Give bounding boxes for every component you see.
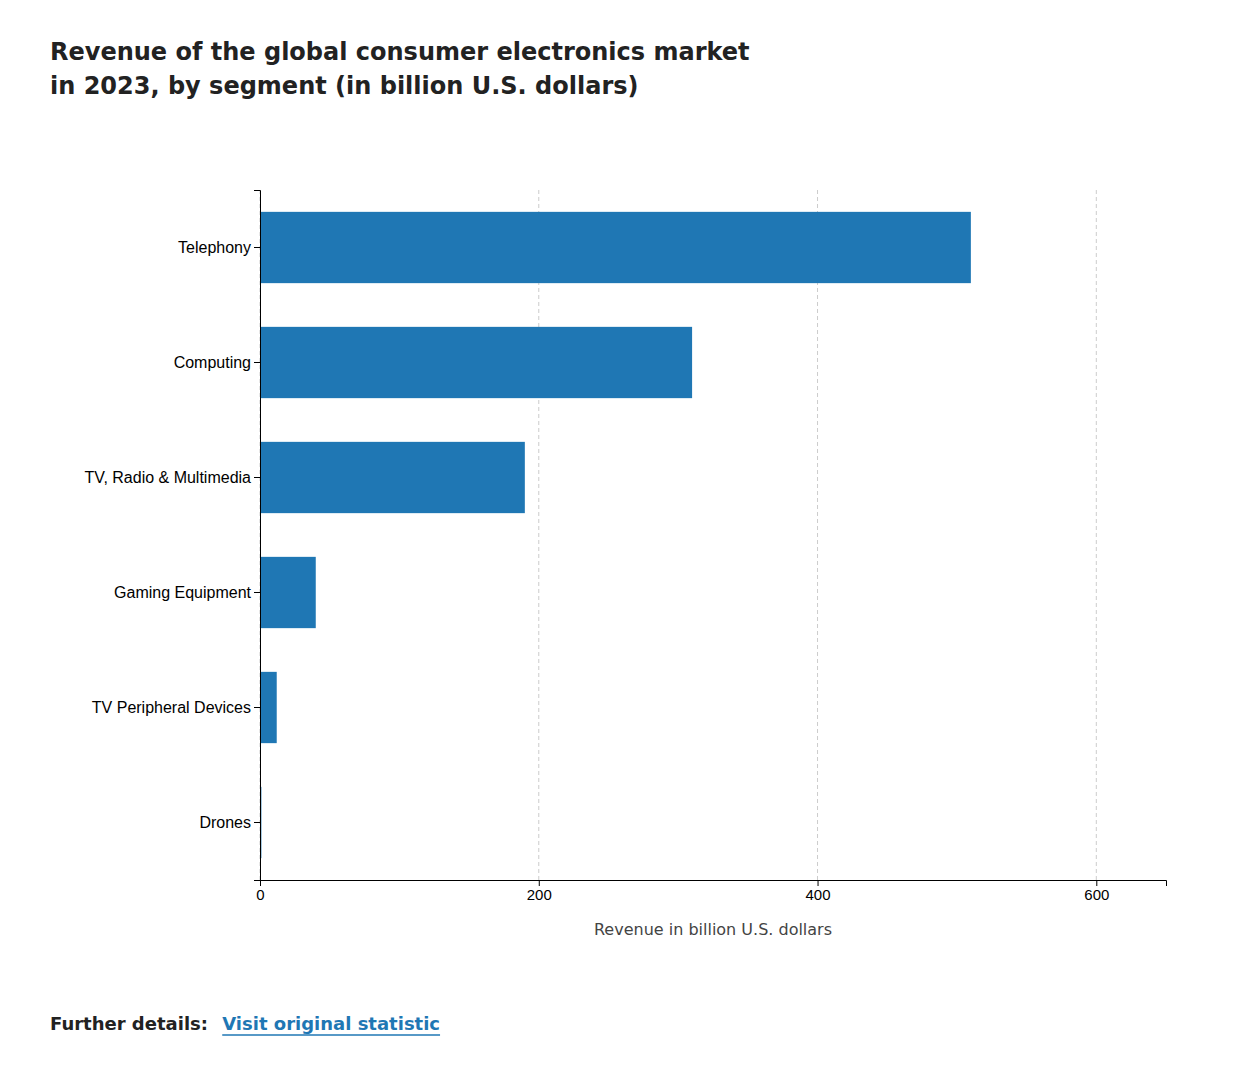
x-tick: 0 bbox=[256, 880, 264, 903]
y-tick-mark bbox=[254, 592, 260, 593]
y-tick-label: TV, Radio & Multimedia bbox=[84, 469, 251, 486]
grid bbox=[260, 190, 1096, 880]
y-tick-mark bbox=[254, 707, 260, 708]
bars bbox=[260, 212, 971, 858]
y-tick-mark bbox=[254, 822, 260, 823]
x-axis-title: Revenue in billion U.S. dollars bbox=[594, 920, 832, 939]
y-tick-label: Computing bbox=[174, 354, 251, 371]
y-axis-line bbox=[254, 191, 261, 881]
grid-line bbox=[538, 190, 539, 880]
footer-link: Visit original statistic bbox=[222, 1013, 440, 1034]
x-tick-label: 200 bbox=[527, 886, 552, 903]
x-tick-label: 0 bbox=[256, 886, 264, 903]
x-tick: 600 bbox=[1084, 880, 1109, 903]
y-axis: Telephony Computing TV, Radio & Multimedia… bbox=[84, 191, 260, 881]
y-tick: TV Peripheral Devices bbox=[92, 699, 260, 716]
chart-title-line: Revenue of the global consumer electroni… bbox=[50, 38, 750, 66]
y-tick-label: Telephony bbox=[178, 239, 251, 256]
y-tick: Computing bbox=[174, 354, 260, 371]
chart-title: Revenue of the global consumer electroni… bbox=[50, 38, 750, 100]
footer-link-underline bbox=[222, 1034, 440, 1035]
bar bbox=[260, 327, 692, 398]
y-tick: Telephony bbox=[178, 239, 260, 256]
y-tick-mark bbox=[254, 477, 260, 478]
y-tick-label: Gaming Equipment bbox=[114, 584, 252, 601]
grid-line bbox=[1096, 190, 1097, 880]
chart-svg: Revenue of the global consumer electroni… bbox=[0, 0, 1236, 1080]
bar bbox=[260, 212, 971, 283]
x-tick-label: 600 bbox=[1084, 886, 1109, 903]
x-tick: 200 bbox=[527, 880, 552, 903]
y-tick-label: TV Peripheral Devices bbox=[92, 699, 251, 716]
bar bbox=[260, 672, 277, 743]
x-tick: 400 bbox=[806, 880, 831, 903]
grid-line bbox=[817, 190, 818, 880]
bar bbox=[260, 442, 525, 513]
y-tick: TV, Radio & Multimedia bbox=[84, 469, 260, 486]
x-axis-line bbox=[261, 881, 1167, 887]
x-axis: 0 200 400 600 bbox=[256, 880, 1166, 903]
y-tick: Drones bbox=[199, 814, 260, 831]
x-tick-label: 400 bbox=[806, 886, 831, 903]
footer-text: Further details: bbox=[50, 1013, 214, 1034]
plot-area: 0 200 400 600 Telephony Computing TV, Radio & … bbox=[84, 190, 1166, 903]
bar bbox=[260, 557, 316, 628]
y-tick-mark bbox=[254, 247, 260, 248]
y-tick-label: Drones bbox=[199, 814, 251, 831]
y-tick-mark bbox=[254, 362, 260, 363]
y-tick: Gaming Equipment bbox=[114, 584, 260, 601]
chart-title-line: in 2023, by segment (in billion U.S. dol… bbox=[50, 72, 638, 100]
